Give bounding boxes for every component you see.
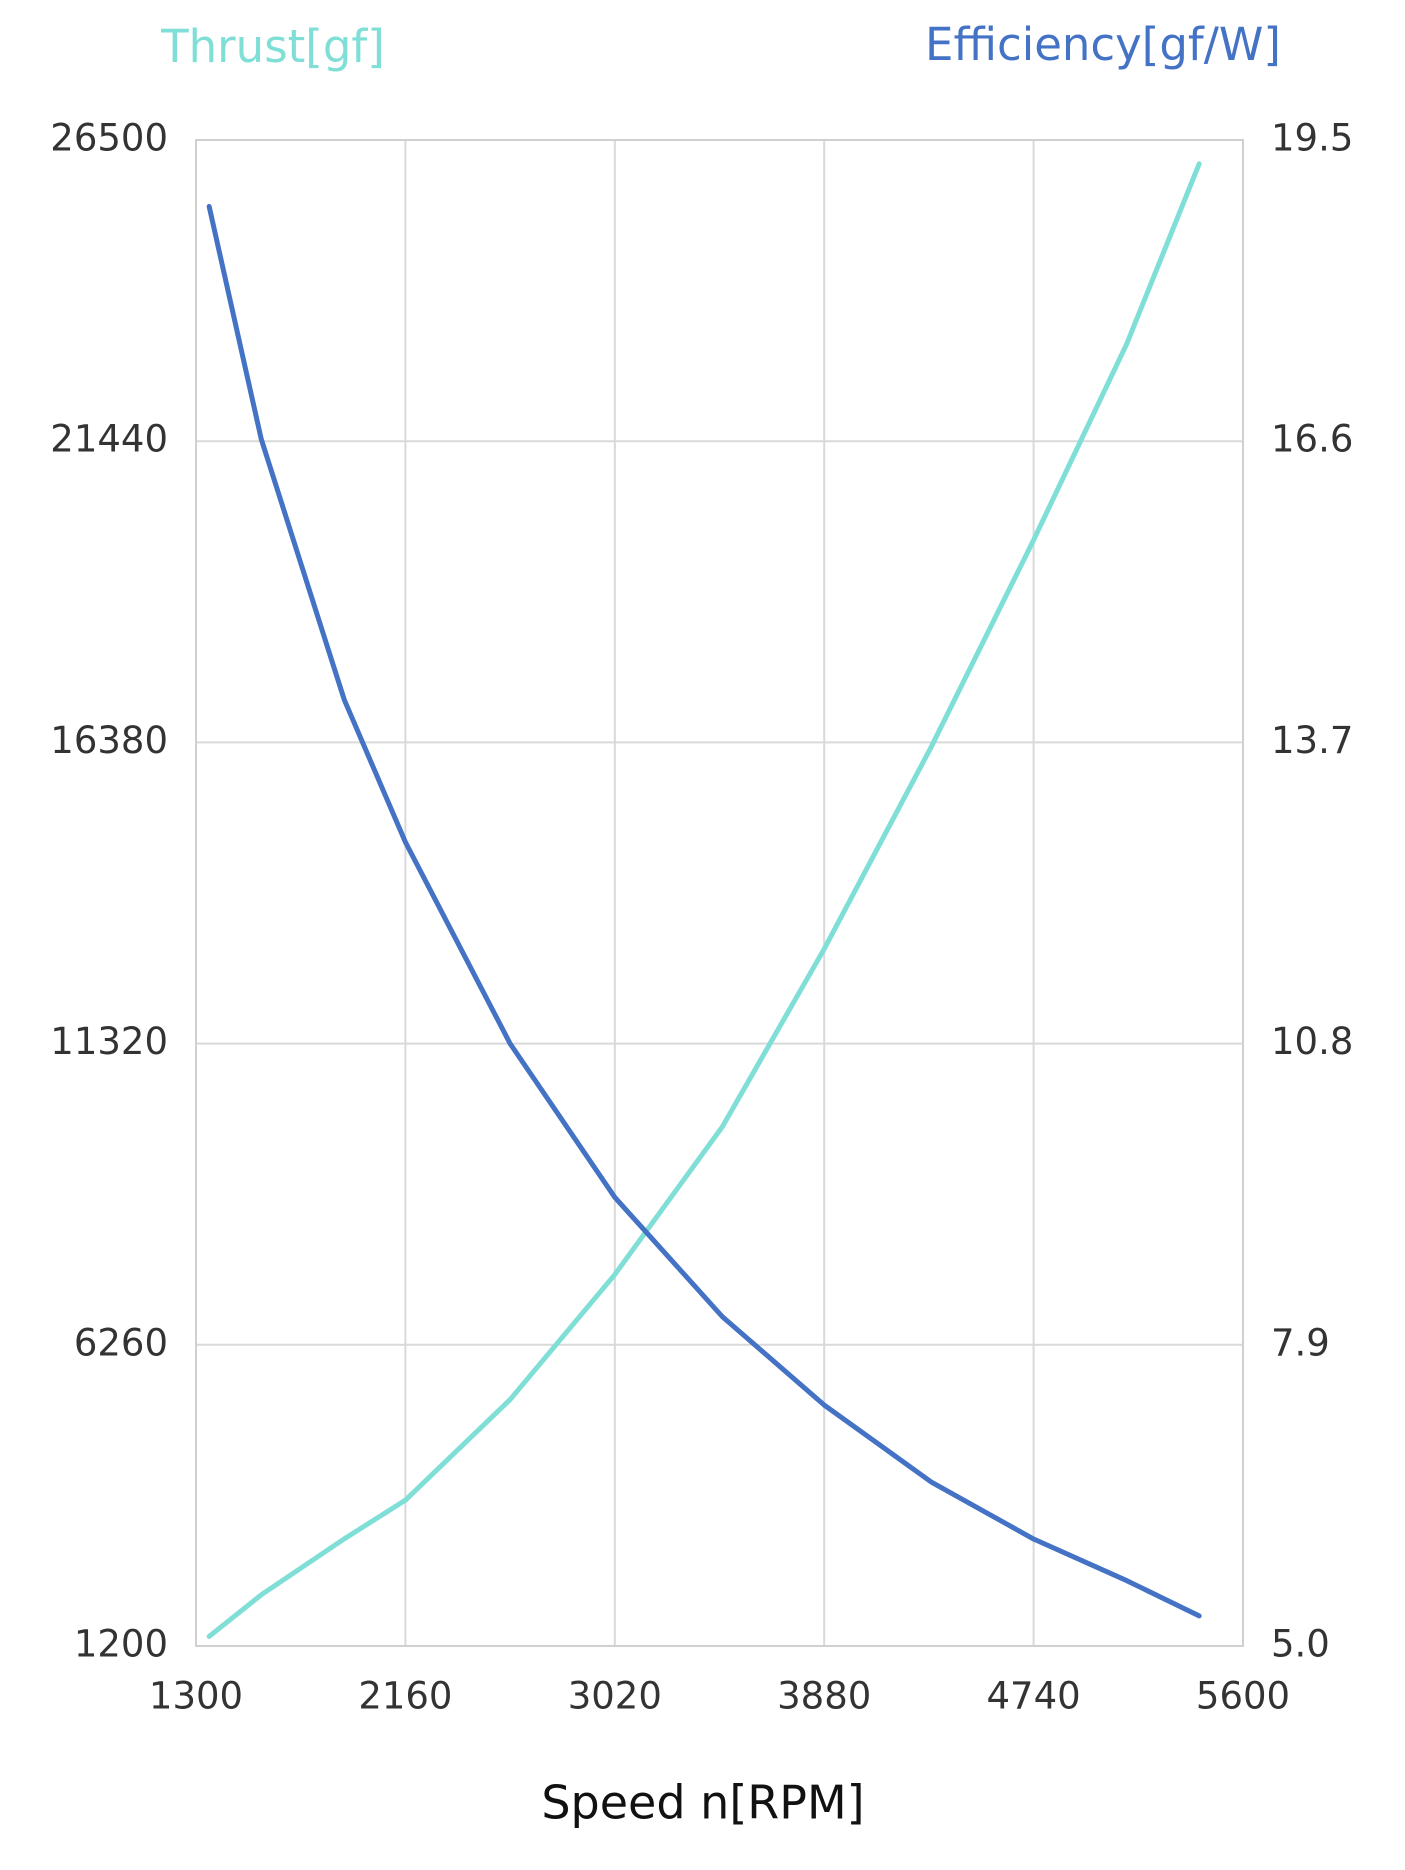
x-tick-label: 5600 [1196,1675,1290,1718]
plot-frame [195,139,1244,1647]
y-tick-label: 21440 [50,418,168,461]
y2-tick-label: 7.9 [1271,1321,1330,1364]
y-tick-label: 16380 [50,719,168,762]
y-tick-label: 1200 [74,1623,168,1666]
right-axis-title: Efficiency[gf/W] [925,18,1281,71]
x-axis-title: Speed n[RPM] [541,1776,864,1830]
x-tick-label: 4740 [987,1675,1081,1718]
y-tick-label: 11320 [50,1020,168,1063]
y2-tick-label: 10.8 [1271,1020,1353,1063]
x-tick-label: 2160 [358,1675,452,1718]
y2-tick-label: 13.7 [1271,719,1353,762]
y-tick-label: 6260 [74,1321,168,1364]
y2-tick-label: 19.5 [1271,117,1353,160]
series-line [206,203,1202,1619]
left-axis-title: Thrust[gf] [160,20,385,73]
x-tick-label: 3020 [568,1675,662,1718]
series-line [206,161,1202,1639]
y2-tick-label: 16.6 [1271,418,1353,461]
x-tick-label: 3880 [777,1675,871,1718]
y-tick-label: 26500 [50,117,168,160]
x-tick-label: 1300 [149,1675,243,1718]
y2-tick-label: 5.0 [1271,1623,1330,1666]
